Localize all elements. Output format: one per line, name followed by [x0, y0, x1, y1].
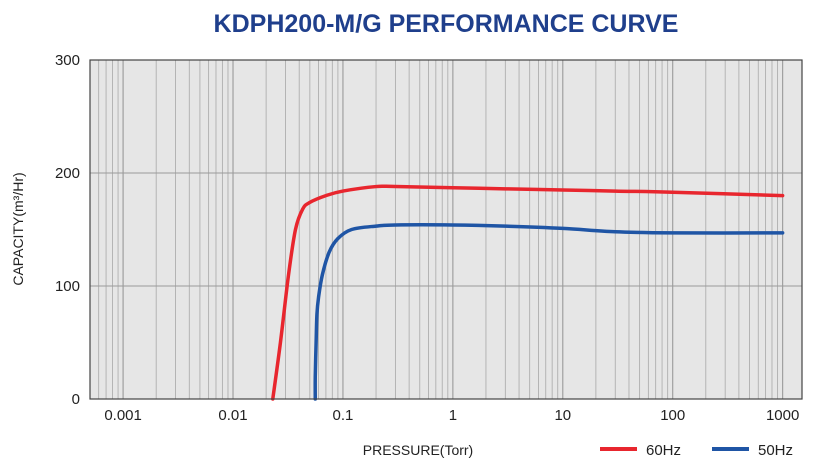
x-tick-label: 0.1 — [333, 407, 354, 424]
y-axis-label: CAPACITY(m³/Hr) — [10, 172, 26, 285]
legend-label-50hz: 50Hz — [758, 442, 793, 459]
series-line-50hz — [313, 223, 785, 401]
plot-area — [90, 60, 802, 399]
y-tick-label: 200 — [55, 165, 80, 182]
y-tick-labels: 0 100 200 300 — [55, 52, 80, 408]
x-tick-labels: 0.001 0.01 0.1 1 10 100 1000 — [104, 407, 799, 424]
x-tick-label: 0.01 — [218, 407, 247, 424]
grid-lines — [90, 60, 802, 399]
x-tick-label: 1000 — [766, 407, 799, 424]
x-tick-label: 0.001 — [104, 407, 142, 424]
x-tick-label: 1 — [449, 407, 457, 424]
y-tick-label: 300 — [55, 52, 80, 69]
x-tick-label: 10 — [554, 407, 571, 424]
x-tick-label: 100 — [660, 407, 685, 424]
plot-frame — [89, 59, 803, 400]
series-line-60hz — [271, 184, 785, 401]
chart-title: KDPH200-M/G PERFORMANCE CURVE — [214, 10, 679, 38]
legend-label-60hz: 60Hz — [646, 442, 681, 459]
y-tick-label: 0 — [72, 391, 80, 408]
data-series — [271, 184, 785, 401]
legend: 60Hz 50Hz — [600, 442, 793, 459]
y-tick-label: 100 — [55, 278, 80, 295]
x-axis-label: PRESSURE(Torr) — [363, 442, 473, 458]
